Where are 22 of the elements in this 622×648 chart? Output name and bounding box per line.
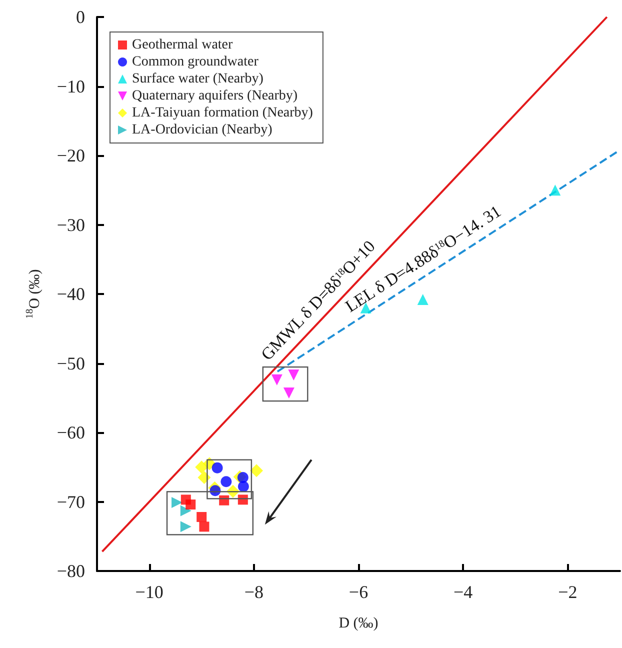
y-tick-label: −50 <box>56 353 85 374</box>
legend-label: Geothermal water <box>132 38 234 52</box>
legend-label: Surface water (Nearby) <box>132 72 264 86</box>
y-tick-label: −10 <box>56 76 85 96</box>
x-tick-label: −6 <box>348 582 368 602</box>
y-tick-label: −40 <box>56 284 85 304</box>
y-tick-label: 0 <box>76 7 85 27</box>
y-axis-title: 18O (‰) <box>24 269 43 319</box>
legend-label: LA-Taiyuan formation (Nearby) <box>132 106 314 120</box>
x-tick-label: −8 <box>244 582 264 602</box>
y-tick-label: −60 <box>56 422 85 442</box>
y-tick-label: −20 <box>56 146 85 166</box>
x-tick-label: −10 <box>135 582 164 602</box>
y-tick-label: −70 <box>56 492 85 512</box>
legend-label: Common groundwater <box>132 54 259 70</box>
y-tick-label: −80 <box>56 561 85 581</box>
x-tick-label: −4 <box>454 582 473 602</box>
x-tick-label: −2 <box>558 582 578 602</box>
legend-label: LA-Ordovician (Nearby) <box>132 122 273 138</box>
x-axis-title: D (‰) <box>338 616 378 632</box>
y-tick-label: −30 <box>56 214 85 235</box>
legend-label: Quaternary aquifers (Nearby) <box>132 88 298 104</box>
